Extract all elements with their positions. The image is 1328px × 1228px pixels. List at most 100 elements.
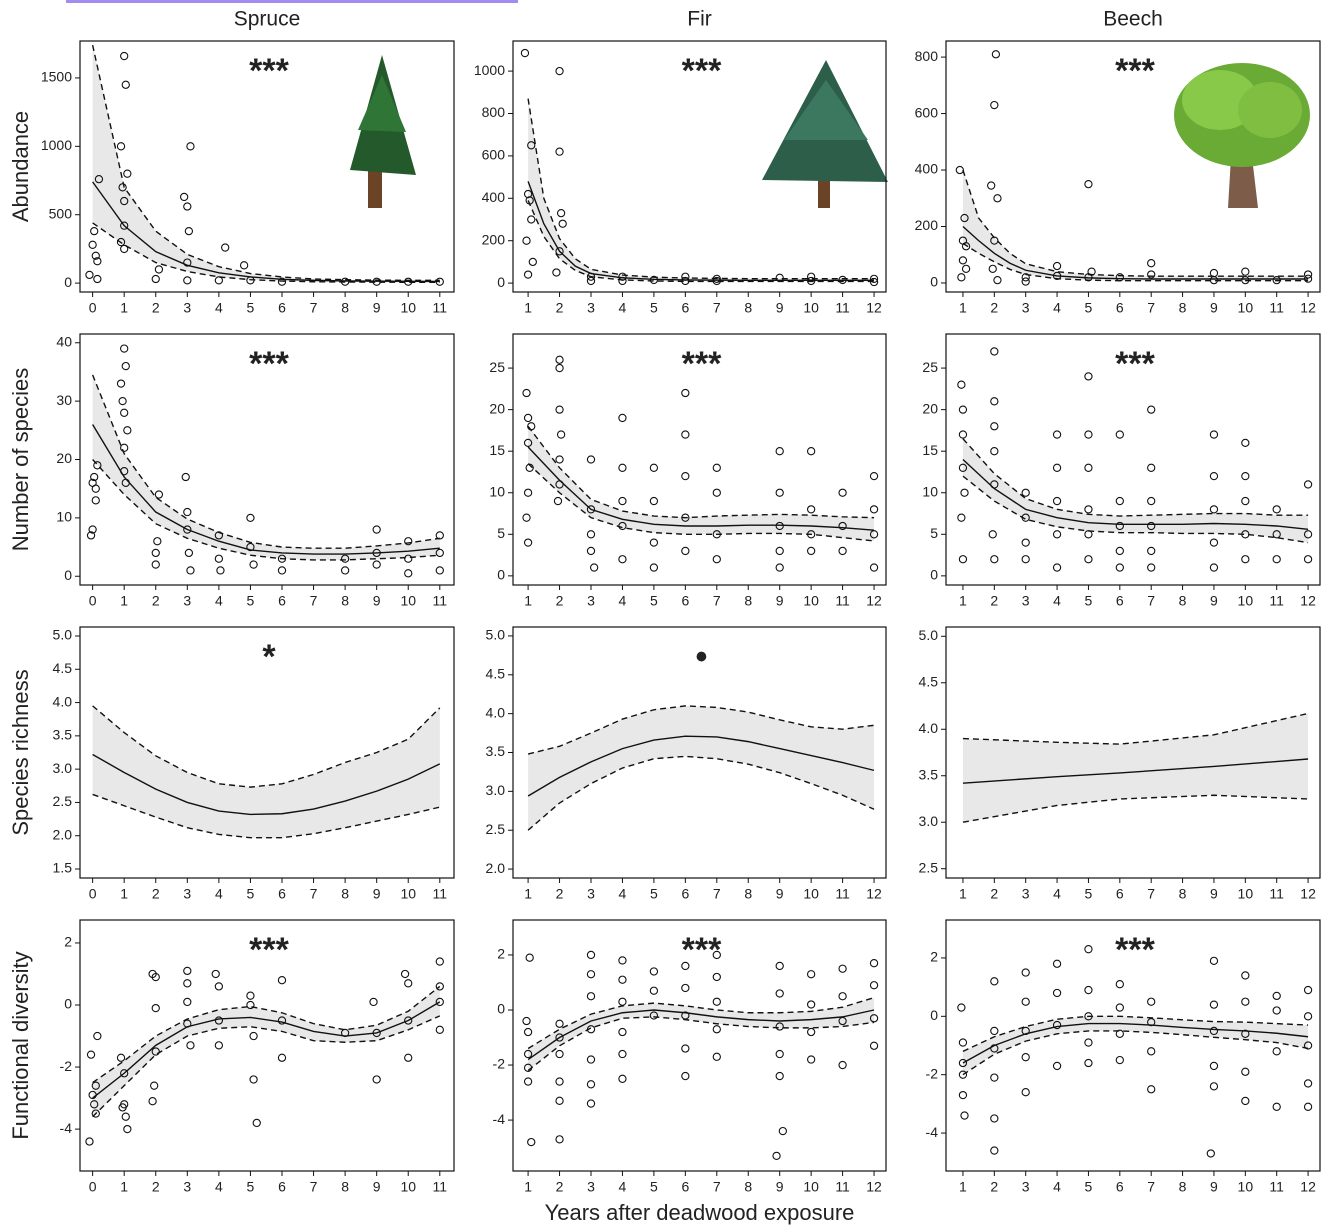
- data-point: [1021, 1088, 1030, 1097]
- data-point: [120, 221, 129, 230]
- data-point: [246, 542, 255, 552]
- data-point: [1272, 1047, 1281, 1056]
- data-point: [1303, 555, 1313, 564]
- data-point: [1241, 997, 1250, 1006]
- y-axis-label: Abundance: [8, 111, 33, 222]
- data-point: [151, 274, 160, 284]
- x-tick-label: 0: [89, 593, 97, 609]
- data-point: [184, 548, 194, 558]
- data-point: [957, 273, 966, 282]
- x-tick-label: 1: [959, 886, 967, 902]
- data-point: [116, 142, 126, 151]
- data-point: [1241, 267, 1250, 276]
- data-point: [183, 507, 192, 517]
- plot-frame: [945, 40, 1321, 293]
- data-point: [1021, 273, 1030, 282]
- data-point: [712, 1052, 721, 1061]
- upper-bound: [962, 438, 1309, 517]
- data-point: [90, 226, 99, 236]
- y-tick-label: 3.0: [486, 782, 506, 798]
- data-point: [118, 1103, 127, 1112]
- data-point: [775, 546, 784, 556]
- y-tick-label: 0: [64, 996, 72, 1012]
- data-point: [523, 189, 533, 199]
- data-point: [151, 972, 160, 982]
- data-point: [1115, 1003, 1124, 1012]
- x-tick-label: 5: [247, 1179, 255, 1195]
- data-point: [404, 554, 413, 563]
- lower-bound: [92, 793, 440, 839]
- data-point: [249, 1075, 258, 1084]
- plot-frame: [79, 40, 455, 293]
- data-point: [806, 970, 816, 979]
- data-point: [1052, 1061, 1062, 1071]
- data-point: [869, 277, 879, 287]
- significance: ***: [249, 52, 289, 90]
- x-tick-label: 12: [1300, 886, 1316, 902]
- data-point: [527, 215, 536, 224]
- y-tick-label: 4.5: [53, 660, 73, 676]
- data-point: [277, 566, 287, 575]
- x-tick-label: 3: [183, 300, 191, 316]
- x-tick-label: 11: [1269, 1179, 1284, 1195]
- data-point: [527, 141, 536, 150]
- y-tick-label: 0: [930, 567, 938, 583]
- x-tick-label: 11: [835, 300, 850, 316]
- data-point: [1241, 438, 1250, 448]
- y-tick-label: 0: [930, 274, 938, 290]
- fit-line: [92, 424, 440, 555]
- y-axis-label: Number of species: [8, 368, 33, 551]
- data-point: [712, 488, 721, 497]
- y-tick-label: 3.5: [53, 727, 73, 743]
- data-point: [1303, 1012, 1313, 1021]
- x-tick-label: 8: [341, 593, 349, 609]
- x-tick-label: 3: [587, 1179, 595, 1195]
- x-axis-label: Years after deadwood exposure: [545, 1200, 855, 1225]
- x-tick-label: 11: [433, 593, 448, 609]
- panel: [86, 344, 444, 578]
- data-point: [435, 548, 444, 558]
- x-tick-label: 1: [120, 593, 128, 609]
- data-point: [120, 408, 129, 417]
- data-point: [618, 521, 627, 531]
- data-point: [525, 196, 534, 205]
- x-tick-label: 10: [400, 593, 416, 609]
- data-point: [1084, 1012, 1093, 1021]
- x-tick-label: 12: [866, 1179, 882, 1195]
- significance: ***: [1115, 931, 1155, 969]
- data-point: [525, 463, 534, 472]
- y-tick-label: 5.0: [53, 627, 73, 643]
- x-tick-label: 2: [152, 300, 160, 316]
- lower-bound: [962, 794, 1309, 823]
- x-tick-label: 2: [990, 300, 998, 316]
- data-point: [154, 490, 164, 499]
- y-tick-label: 2.5: [919, 859, 939, 875]
- data-point: [523, 488, 533, 497]
- x-tick-label: 12: [1300, 593, 1316, 609]
- data-point: [1052, 959, 1062, 968]
- y-tick-label: 2.5: [486, 821, 506, 837]
- y-tick-label: -2: [926, 1065, 939, 1081]
- data-point: [527, 422, 536, 431]
- data-point: [183, 1019, 192, 1028]
- significance: ***: [249, 345, 289, 383]
- data-point: [1209, 268, 1219, 278]
- data-point: [1021, 1053, 1030, 1062]
- data-point: [556, 430, 566, 439]
- y-tick-label: -4: [926, 1124, 939, 1140]
- data-point: [1115, 1029, 1124, 1038]
- data-point: [1147, 270, 1156, 279]
- data-point: [1147, 463, 1156, 472]
- fit-line: [92, 181, 440, 283]
- fit-line: [527, 1009, 875, 1061]
- x-tick-label: 3: [1022, 593, 1030, 609]
- data-point: [1115, 546, 1124, 556]
- x-tick-label: 4: [619, 886, 627, 902]
- y-tick-label: 200: [482, 231, 506, 247]
- x-tick-label: 11: [1269, 593, 1284, 609]
- x-tick-label: 6: [1116, 300, 1124, 316]
- data-point: [618, 272, 627, 281]
- data-point: [586, 455, 596, 464]
- x-tick-label: 10: [803, 1179, 819, 1195]
- fit-line: [92, 1001, 441, 1099]
